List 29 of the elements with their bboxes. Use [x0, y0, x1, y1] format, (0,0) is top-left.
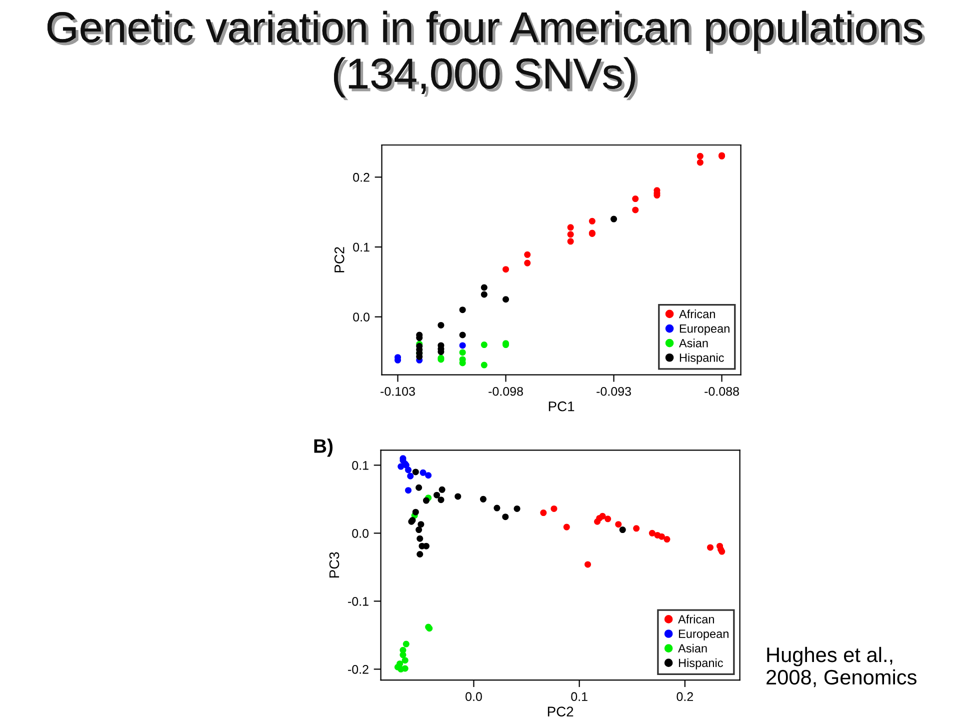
x-tick-label: 0.0 — [466, 692, 482, 702]
legend-label: Asian — [678, 644, 707, 653]
x-tick-label: -0.093 — [596, 386, 631, 396]
x-tick-label: -0.098 — [488, 386, 523, 396]
text: B) — [314, 438, 333, 457]
legend-label: European — [680, 324, 730, 336]
y-axis-title: PC3 — [329, 552, 340, 578]
y-tick-label: 0.0 — [352, 528, 369, 538]
x-tick-label: 0.2 — [676, 692, 693, 702]
chart-title: Genetic variation in four American populations (134,000 SNVs) — [48, 10, 925, 100]
x-tick-label: -0.088 — [704, 386, 739, 396]
legend-label: Hispanic — [678, 658, 723, 670]
x-tick-label: 0.1 — [571, 692, 588, 702]
x-tick-label: -0.103 — [380, 386, 415, 396]
y-tick-label: 0.1 — [353, 242, 370, 252]
y-tick-label: 0.1 — [352, 460, 368, 470]
y-tick-label: 0.0 — [353, 312, 370, 322]
x-axis-title: PC1 — [548, 401, 574, 412]
x-axis-title: PC2 — [548, 706, 574, 716]
legend-label: African — [678, 614, 714, 624]
y-tick-label: 0.2 — [353, 172, 370, 182]
legend-label: Asian — [679, 338, 708, 348]
y-axis-title: PC2 — [334, 247, 344, 272]
y-tick-label: -0.2 — [348, 664, 368, 674]
legend-label: European — [678, 630, 728, 640]
legend-label: African — [679, 310, 715, 318]
y-tick-label: -0.1 — [348, 596, 368, 606]
text: Hughes et al., 2008, Genomics — [766, 646, 916, 688]
legend-label: Hispanic — [680, 353, 724, 364]
